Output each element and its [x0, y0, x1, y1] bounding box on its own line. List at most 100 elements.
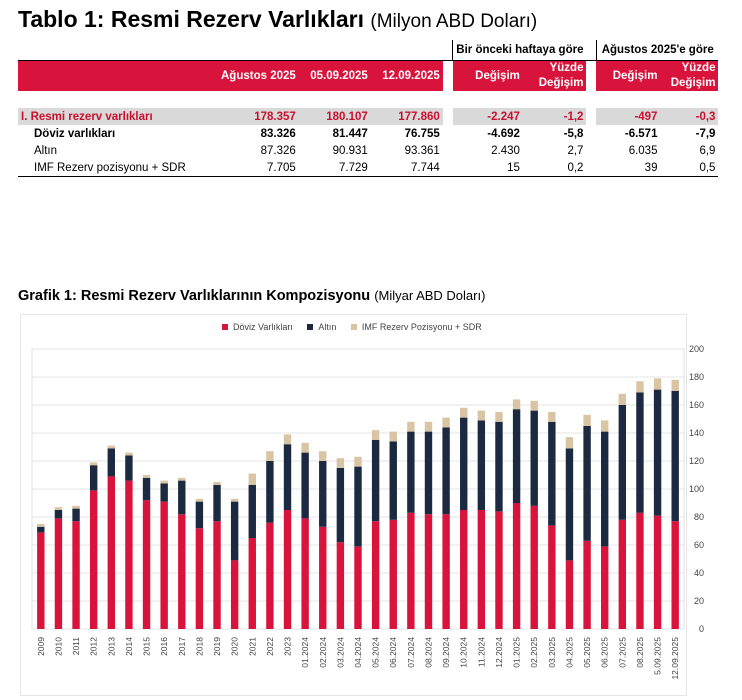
bar-segment-imf [107, 445, 115, 449]
legend-label: Döviz Varlıkları [233, 322, 293, 332]
cell: 15 [452, 159, 523, 177]
table-row: Döviz varlıkları 83.326 81.447 76.755 -4… [18, 125, 718, 142]
bar-segment-imf [336, 458, 345, 468]
bar-segment-altin [54, 510, 63, 519]
x-tick-label: 03.2025 [547, 637, 557, 668]
col-header: 12.09.2025 [370, 60, 443, 91]
col-header: Yüzde Değişim [522, 60, 587, 91]
cell: 90.931 [332, 144, 368, 157]
bar-segment-doviz [565, 560, 574, 629]
bar-segment-altin [442, 427, 450, 515]
cell: -7,9 [695, 127, 716, 140]
bar-segment-doviz [283, 510, 292, 629]
cell: 2.430 [491, 144, 520, 157]
row-label: IMF Rezerv pozisyonu + SDR [18, 159, 218, 177]
y-tick-label: 80 [694, 512, 704, 522]
x-tick-label: 2011 [71, 637, 81, 656]
bar-segment-imf [72, 505, 80, 509]
bar-segment-doviz [354, 546, 362, 629]
x-tick-label: 5.09.2025 [653, 637, 663, 675]
cell: 178.357 [218, 108, 299, 125]
bar-segment-doviz [512, 503, 521, 629]
bar-segment-imf [389, 431, 397, 442]
bar-segment-doviz [301, 518, 309, 629]
cell: 39 [596, 159, 661, 177]
bar-segment-altin [160, 483, 168, 502]
x-tick-label: 12.09.2025 [670, 637, 680, 680]
bar-segment-altin [107, 448, 115, 477]
bar-segment-doviz [248, 538, 256, 629]
col-header: 05.09.2025 [298, 60, 371, 91]
x-tick-label: 2018 [194, 637, 204, 656]
bar-segment-doviz [230, 560, 239, 629]
bar-segment-imf [213, 482, 221, 485]
chart-title: Grafik 1: Resmi Rezerv Varlıklarının Kom… [18, 288, 485, 304]
bar-segment-altin [266, 461, 274, 523]
bar-segment-imf [424, 421, 433, 432]
bar-segment-doviz [424, 514, 433, 629]
bar-segment-imf [565, 437, 574, 449]
x-tick-label: 02.2024 [318, 637, 328, 668]
bar-segment-imf [230, 498, 239, 502]
bar-segment-doviz [618, 519, 627, 629]
bar-segment-altin [495, 421, 503, 512]
y-tick-label: 140 [689, 428, 704, 438]
bar-segment-imf [407, 421, 415, 432]
cell: 180.107 [298, 108, 371, 125]
cell: -0,3 [660, 108, 719, 125]
legend-swatch-altin [307, 324, 314, 330]
x-tick-label: 2009 [36, 637, 46, 656]
bar-segment-imf [442, 417, 450, 428]
bar-segment-doviz [389, 519, 397, 629]
cell: 7.705 [218, 159, 299, 177]
bar-segment-altin [477, 420, 486, 510]
row-label: Döviz varlıkları [34, 127, 116, 140]
x-tick-label: 07.2024 [406, 637, 416, 668]
bar-segment-doviz [671, 521, 679, 629]
cell: 177.860 [370, 108, 443, 125]
bar-segment-imf [248, 473, 256, 485]
x-tick-label: 2014 [124, 637, 134, 656]
x-tick-label: 10.2024 [459, 637, 469, 668]
y-tick-label: 200 [689, 344, 704, 354]
bar-segment-doviz [89, 490, 98, 629]
bar-segment-altin [230, 501, 239, 561]
table-row: Altın 87.326 90.931 93.361 2.430 2,7 6.0… [18, 142, 718, 159]
chart-unit: (Milyar ABD Doları) [374, 288, 486, 303]
cell: 76.755 [404, 127, 440, 140]
cell: 7.729 [298, 159, 371, 177]
bar-segment-altin [653, 389, 662, 516]
cell: 0,5 [660, 159, 719, 177]
bar-segment-altin [407, 431, 415, 513]
x-tick-label: 04.2025 [564, 637, 574, 668]
bar-segment-altin [248, 484, 256, 538]
x-tick-label: 2017 [177, 637, 187, 656]
bar-segment-imf [283, 434, 292, 445]
table-title: Tablo 1: Resmi Rezerv Varlıkları (Milyon… [18, 6, 537, 33]
cell: 2,7 [567, 144, 584, 157]
bar-segment-altin [319, 461, 327, 527]
bar-segment-altin [512, 409, 521, 503]
col-header: Değişim [452, 60, 523, 91]
bar-segment-imf [37, 524, 45, 527]
table-row: I. Resmi rezerv varlıkları 178.357 180.1… [18, 108, 719, 125]
bar-segment-altin [336, 468, 345, 543]
row-label: I. Resmi rezerv varlıkları [18, 108, 218, 125]
x-tick-label: 05.2024 [371, 637, 381, 668]
cell: 83.326 [260, 127, 296, 140]
bar-segment-doviz [213, 521, 221, 629]
x-tick-label: 05.2025 [582, 637, 592, 668]
cell: -2.247 [452, 108, 523, 125]
bar-segment-doviz [477, 510, 486, 629]
x-tick-label: 2021 [247, 637, 257, 656]
bar-segment-altin [583, 426, 591, 541]
bar-segment-doviz [319, 526, 327, 629]
x-tick-label: 06.2025 [600, 637, 610, 668]
legend-label: IMF Rezerv Pozisyonu + SDR [361, 322, 482, 332]
bar-segment-doviz [178, 514, 186, 629]
group-header-weekly: Bir önceki haftaya göre [452, 40, 587, 61]
bar-segment-doviz [442, 514, 450, 629]
bar-segment-imf [671, 379, 679, 391]
cell: 6.035 [628, 144, 658, 157]
